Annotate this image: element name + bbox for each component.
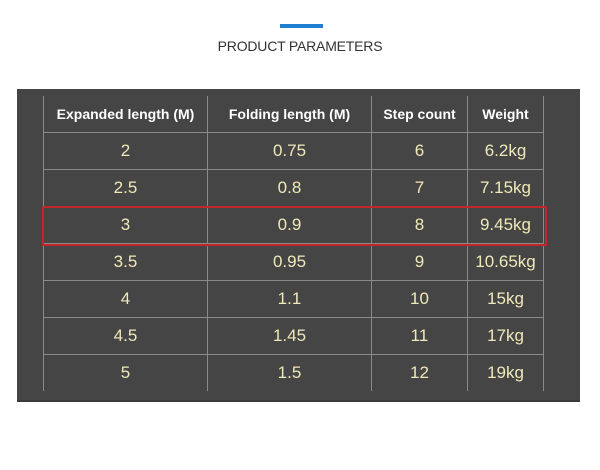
table-cell: 10	[371, 280, 468, 318]
table-cell: 10.65kg	[467, 243, 544, 281]
table-cell: 3	[43, 206, 208, 244]
parameters-panel: Expanded length (M) Folding length (M) Ste…	[17, 89, 580, 402]
table-cell: 2.5	[43, 169, 208, 207]
table-row: 3 0.9 8 9.45kg	[43, 206, 544, 244]
table-row: 5 1.5 12 19kg	[43, 354, 544, 391]
table-cell: 3.5	[43, 243, 208, 281]
column-header: Expanded length (M)	[43, 96, 208, 133]
table-cell: 0.75	[207, 132, 372, 170]
table-cell: 8	[371, 206, 468, 244]
page-title: PRODUCT PARAMETERS	[217, 38, 383, 54]
table-cell: 6	[371, 132, 468, 170]
table-row: 4 1.1 10 15kg	[43, 280, 544, 318]
table-cell: 5	[43, 354, 208, 391]
table-cell: 1.1	[207, 280, 372, 318]
table-cell: 7	[371, 169, 468, 207]
table-cell: 4	[43, 280, 208, 318]
table-row: 4.5 1.45 11 17kg	[43, 317, 544, 355]
table-cell: 17kg	[467, 317, 544, 355]
table-cell: 11	[371, 317, 468, 355]
table-header-row: Expanded length (M) Folding length (M) Ste…	[43, 96, 544, 133]
table-cell: 7.15kg	[467, 169, 544, 207]
column-header: Step count	[371, 96, 468, 133]
column-header: Folding length (M)	[207, 96, 372, 133]
column-header: Weight	[467, 96, 544, 133]
table-row: 3.5 0.95 9 10.65kg	[43, 243, 544, 281]
table-cell: 12	[371, 354, 468, 391]
table-cell: 1.45	[207, 317, 372, 355]
table-cell: 1.5	[207, 354, 372, 391]
table-cell: 15kg	[467, 280, 544, 318]
table-row: 2.5 0.8 7 7.15kg	[43, 169, 544, 207]
table-cell: 6.2kg	[467, 132, 544, 170]
table-cell: 0.9	[207, 206, 372, 244]
table-cell: 9	[371, 243, 468, 281]
table-row: 2 0.75 6 6.2kg	[43, 132, 544, 170]
table-cell: 0.8	[207, 169, 372, 207]
title-accent-bar	[280, 24, 323, 28]
table-cell: 9.45kg	[467, 206, 544, 244]
table-cell: 19kg	[467, 354, 544, 391]
table-cell: 4.5	[43, 317, 208, 355]
table-cell: 0.95	[207, 243, 372, 281]
table-cell: 2	[43, 132, 208, 170]
parameters-table: Expanded length (M) Folding length (M) Ste…	[43, 96, 544, 391]
